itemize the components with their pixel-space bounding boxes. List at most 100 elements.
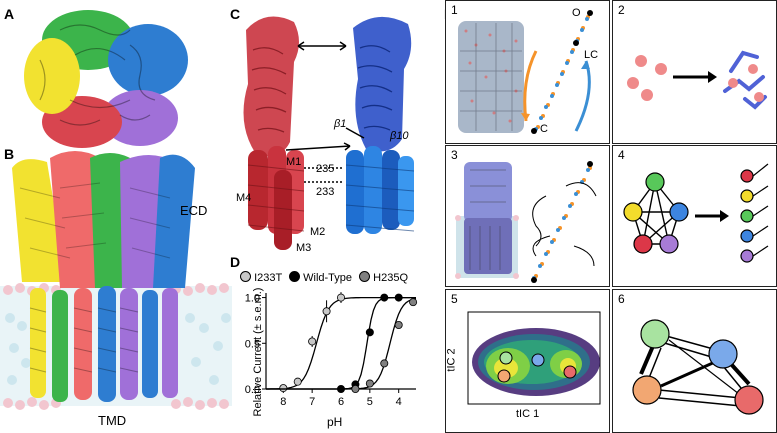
legend-marker-i233t <box>240 271 251 282</box>
data-point-2 <box>365 379 374 388</box>
trajectory-orange <box>536 15 590 129</box>
panel-c-dimer <box>243 16 415 250</box>
feature-atoms <box>627 55 667 101</box>
seeded-paths <box>532 182 597 267</box>
workflow-box-2: 2 <box>612 0 777 144</box>
box-number: 4 <box>618 148 625 162</box>
y-tick-label: 0.0 <box>245 384 260 396</box>
workflow-box-3: 3 <box>445 145 610 287</box>
state-node-blue <box>531 353 545 367</box>
subunit-blue <box>108 24 188 96</box>
legend-label-i233t: I233T <box>254 272 282 284</box>
state-closed-label: C <box>540 123 548 135</box>
data-point-2 <box>351 385 360 394</box>
chart-ylabel: Relative Current (± s.e.m.) <box>252 287 264 417</box>
label-beta10: β10 <box>390 130 409 142</box>
legend-marker-wt <box>289 271 301 282</box>
state-node-green <box>499 351 513 365</box>
box6-graphic <box>632 319 764 415</box>
msm-node-blue <box>708 339 738 369</box>
workflow-box-6: 6 <box>612 289 777 433</box>
node-yellow <box>623 202 643 222</box>
fit-curve-0 <box>266 296 416 390</box>
trajectory-blue <box>534 17 589 131</box>
workflow-box-1: 1 O LC C <box>445 0 610 144</box>
label-r235: 235 <box>316 163 335 175</box>
msm-node-orange <box>632 375 662 405</box>
panel-b-membrane-view <box>0 151 232 410</box>
x-tick-label: 4 <box>396 396 402 408</box>
panel-label-b: B <box>4 146 15 162</box>
dose-response-chart: 0.0 0.5 1.0 8 7 6 5 4 <box>245 292 418 408</box>
helix-m4 <box>248 150 268 230</box>
data-point-1 <box>380 293 389 302</box>
label-m4: M4 <box>236 192 252 204</box>
fit-curve-2 <box>266 297 417 390</box>
legend-marker-h235q <box>359 271 371 282</box>
ecd-region <box>12 151 195 288</box>
label-r233: 233 <box>316 186 335 198</box>
node-purple <box>659 234 679 254</box>
state-node-orange <box>497 369 511 383</box>
data-point-0 <box>337 293 346 302</box>
x-tick-label: 8 <box>280 396 286 408</box>
pore-center <box>86 70 114 98</box>
data-point-0 <box>293 377 302 386</box>
distance-arrows <box>285 41 365 183</box>
state-points <box>531 10 593 134</box>
msm-edges <box>639 333 751 407</box>
data-point-0 <box>322 307 331 316</box>
fit-curve-1 <box>266 296 416 390</box>
arrow-orange <box>523 50 538 122</box>
x-tick-label: 5 <box>367 396 373 408</box>
node-blue <box>669 202 689 222</box>
panel-a-pentamer <box>24 10 188 148</box>
data-point-2 <box>380 359 389 368</box>
box5-graphic <box>467 311 601 405</box>
tic1-label: tIC 1 <box>516 408 540 420</box>
legend-label-h235q: H235Q <box>373 272 409 284</box>
tmd-helices <box>29 286 178 402</box>
subunit-purple <box>102 90 178 146</box>
box4-graphic <box>623 163 769 263</box>
node-red <box>633 234 653 254</box>
data-point-1 <box>365 328 374 337</box>
label-m3: M3 <box>296 242 312 254</box>
data-point-2 <box>409 298 418 307</box>
label-m1: M1 <box>286 156 302 168</box>
state-lc-label: LC <box>584 49 599 61</box>
x-tick-label: 7 <box>309 396 315 408</box>
label-m2: M2 <box>310 226 326 238</box>
node-green <box>645 172 665 192</box>
box-number: 1 <box>451 3 458 17</box>
ecd-label: ECD <box>180 203 208 218</box>
box2-graphic <box>627 50 767 110</box>
msm-node-red <box>734 385 764 415</box>
state-open-label: O <box>572 7 581 19</box>
box-number: 6 <box>618 292 625 306</box>
solvated-protein <box>458 21 524 133</box>
pentamer-top-view <box>24 10 188 148</box>
chart-xlabel: pH <box>327 415 343 429</box>
box-number: 5 <box>451 292 458 306</box>
workflow-box-5: 5 tIC 1 tIC 2 <box>445 289 610 433</box>
arrow-blue <box>574 60 591 132</box>
legend-label-wt: Wild-Type <box>303 272 353 284</box>
state-node-red <box>563 365 577 379</box>
data-point-0 <box>308 337 317 346</box>
box-number: 3 <box>451 148 458 162</box>
helix-m3 <box>274 170 292 250</box>
workflow-box-4: 4 <box>612 145 777 287</box>
panel-label-c: C <box>230 6 241 22</box>
box1-graphic <box>458 10 593 134</box>
helix-blue-1 <box>346 150 364 234</box>
subunit-yellow <box>24 38 80 114</box>
y-tick-label: 1.0 <box>245 293 260 305</box>
tmd-label: TMD <box>98 413 127 428</box>
panel-label-d: D <box>230 254 241 270</box>
msm-node-green <box>640 319 670 349</box>
red-subunit <box>243 16 305 250</box>
label-beta1: β1 <box>334 118 347 130</box>
box-number: 2 <box>618 3 625 17</box>
y-tick-label: 0.5 <box>245 338 260 350</box>
